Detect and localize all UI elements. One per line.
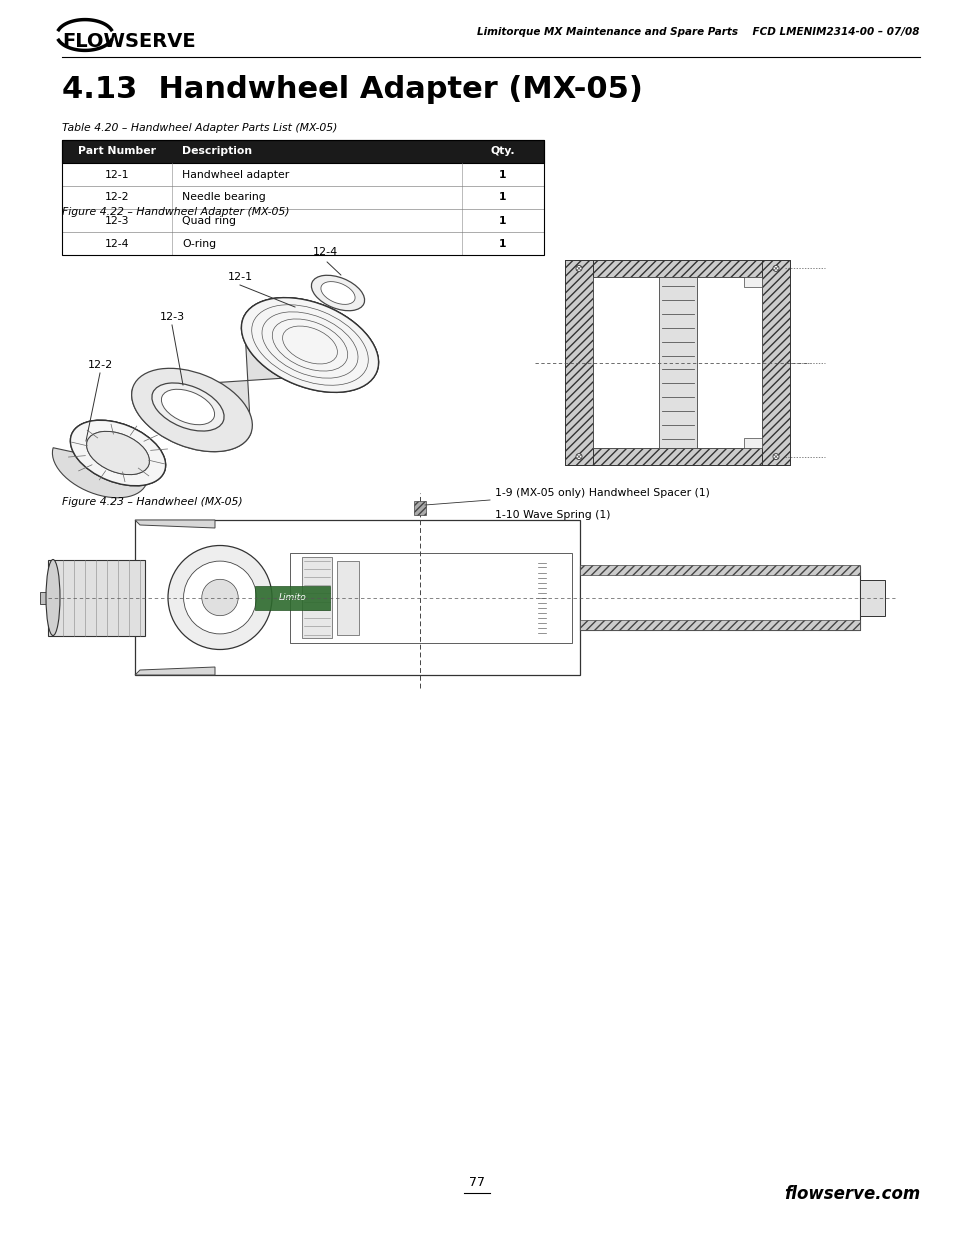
Ellipse shape [46, 559, 60, 636]
Text: 12-2: 12-2 [105, 193, 129, 203]
Text: 1-10 Wave Spring (1): 1-10 Wave Spring (1) [495, 510, 610, 520]
Bar [564, 261, 789, 277]
Text: 12-3: 12-3 [159, 312, 184, 322]
Polygon shape [135, 520, 214, 529]
Bar [48, 559, 145, 636]
Bar [62, 209, 543, 232]
Bar [62, 140, 543, 254]
Ellipse shape [202, 579, 238, 616]
Bar [564, 448, 789, 466]
Text: 12-1: 12-1 [105, 169, 129, 179]
Bar [336, 561, 358, 635]
Ellipse shape [71, 420, 166, 485]
Text: Handwheel adapter: Handwheel adapter [182, 169, 289, 179]
Text: 12-1: 12-1 [227, 272, 253, 282]
Text: 77: 77 [469, 1177, 484, 1189]
Text: Table 4.20 – Handwheel Adapter Parts List (MX-05): Table 4.20 – Handwheel Adapter Parts Lis… [62, 124, 337, 133]
Text: O-ring: O-ring [182, 238, 216, 248]
Polygon shape [52, 420, 166, 498]
Text: Description: Description [182, 147, 252, 157]
Bar [743, 438, 761, 448]
Text: Quad ring: Quad ring [182, 215, 235, 226]
Bar [62, 163, 543, 186]
Bar [579, 620, 859, 630]
Ellipse shape [241, 298, 378, 393]
Text: Figure 4.23 – Handwheel (MX-05): Figure 4.23 – Handwheel (MX-05) [62, 496, 242, 508]
Ellipse shape [772, 453, 779, 459]
Text: 1: 1 [498, 193, 506, 203]
Text: flowserve.com: flowserve.com [783, 1186, 919, 1203]
Ellipse shape [71, 420, 166, 485]
Bar [579, 566, 859, 576]
Ellipse shape [132, 368, 253, 452]
Ellipse shape [183, 561, 256, 634]
Bar [62, 186, 543, 209]
Ellipse shape [311, 275, 364, 311]
Bar [290, 552, 572, 642]
Ellipse shape [168, 546, 272, 650]
Text: Part Number: Part Number [78, 147, 156, 157]
Text: 12-4: 12-4 [105, 238, 129, 248]
Ellipse shape [161, 389, 214, 425]
Ellipse shape [87, 431, 150, 474]
Bar [62, 140, 543, 163]
Text: Limito: Limito [279, 593, 307, 601]
Text: 1: 1 [498, 215, 506, 226]
Ellipse shape [152, 383, 224, 431]
Ellipse shape [772, 266, 779, 272]
Bar [254, 585, 330, 610]
Polygon shape [132, 298, 378, 452]
Text: Qty.: Qty. [490, 147, 515, 157]
Text: Needle bearing: Needle bearing [182, 193, 266, 203]
Bar [302, 557, 332, 637]
Bar [743, 277, 761, 287]
Polygon shape [135, 667, 214, 676]
Text: 12-3: 12-3 [105, 215, 129, 226]
Text: 4.13  Handwheel Adapter (MX-05): 4.13 Handwheel Adapter (MX-05) [62, 75, 642, 104]
Ellipse shape [87, 431, 150, 474]
Bar [62, 232, 543, 254]
Bar [593, 277, 761, 448]
Ellipse shape [320, 282, 355, 304]
Text: 1: 1 [498, 169, 506, 179]
Bar [414, 501, 426, 515]
Bar [564, 261, 593, 466]
Text: FLOWSERVE: FLOWSERVE [62, 32, 195, 51]
Text: Limitorque MX Maintenance and Spare Parts    FCD LMENIM2314-00 – 07/08: Limitorque MX Maintenance and Spare Part… [477, 27, 919, 37]
Text: 1-9 (MX-05 only) Handwheel Spacer (1): 1-9 (MX-05 only) Handwheel Spacer (1) [495, 488, 709, 498]
Ellipse shape [576, 266, 581, 272]
Bar [761, 261, 789, 466]
Text: 12-4: 12-4 [312, 247, 337, 257]
Text: 12-2: 12-2 [88, 359, 112, 370]
Text: Figure 4.22 – Handwheel Adapter (MX-05): Figure 4.22 – Handwheel Adapter (MX-05) [62, 207, 289, 217]
Bar [579, 566, 859, 630]
Ellipse shape [576, 453, 581, 459]
Text: 1: 1 [498, 238, 506, 248]
Bar [135, 520, 579, 676]
Bar [859, 579, 884, 615]
Bar [40, 592, 52, 604]
Ellipse shape [241, 298, 378, 393]
Polygon shape [184, 403, 202, 422]
Bar [658, 277, 696, 448]
